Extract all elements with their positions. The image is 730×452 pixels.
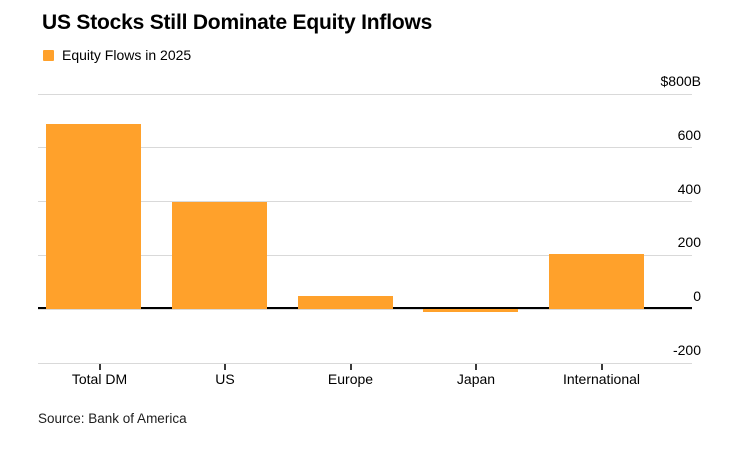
y-axis-label--200: -200: [672, 342, 701, 358]
y-axis-label-400: 400: [677, 180, 701, 197]
gridline-0: [38, 308, 692, 310]
y-axis-label-0: 0: [693, 288, 701, 305]
gridline--200: [38, 362, 692, 364]
x-tick-europe: [349, 364, 352, 370]
x-tick-total-dm: [98, 364, 101, 370]
x-tick-international: [600, 364, 603, 370]
gridline-200: [38, 254, 692, 256]
legend-swatch-icon: [43, 50, 54, 61]
x-axis-label-us: US: [215, 371, 235, 387]
x-axis-label-total-dm: Total DM: [71, 371, 128, 387]
bar-total-dm: [46, 123, 141, 310]
legend: Equity Flows in 2025: [43, 48, 191, 63]
bar-international: [549, 254, 644, 310]
gridline-600: [38, 147, 692, 149]
bar-europe: [297, 295, 393, 310]
y-axis-label-600: 600: [677, 126, 701, 143]
y-axis-label-200: 200: [677, 234, 701, 251]
gridline-800: [38, 93, 692, 95]
source-note: Source: Bank of America: [38, 411, 187, 426]
x-tick-japan: [475, 364, 477, 370]
x-axis-label-international: International: [562, 371, 641, 387]
x-axis-label-japan: Japan: [456, 371, 496, 387]
legend-label: Equity Flows in 2025: [62, 47, 192, 63]
bar-us: [171, 201, 267, 310]
x-axis-label-europe: Europe: [327, 371, 374, 387]
y-axis-label-800: $800B: [660, 73, 701, 89]
gridline-400: [38, 201, 692, 203]
bar-japan: [423, 309, 519, 312]
chart-title: US Stocks Still Dominate Equity Inflows: [42, 11, 433, 34]
x-tick-us: [224, 364, 226, 370]
